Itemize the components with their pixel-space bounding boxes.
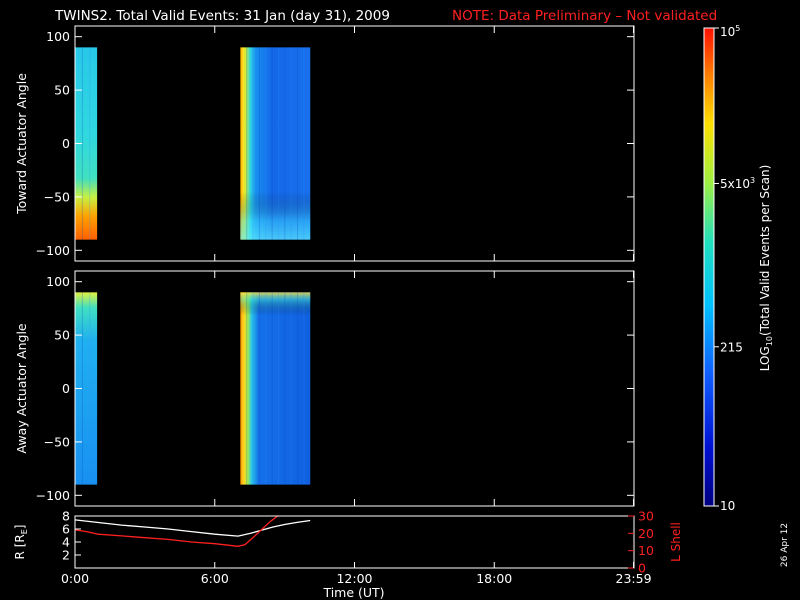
away-ylabel: Away Actuator Angle [14, 323, 29, 454]
ytick-label: 50 [54, 328, 70, 343]
ytick-label: −50 [44, 189, 70, 204]
colorbar: 10 215 5x103 105 LOG10(Total Valid Events p… [703, 24, 774, 513]
ytick-label: 100 [46, 29, 70, 44]
radius-ytick-label: 4 [62, 535, 70, 550]
time-xtick-label: 0:00 [61, 571, 89, 586]
ytick-label: 100 [46, 274, 70, 289]
toward-ylabel: Toward Actuator Angle [14, 73, 29, 215]
ytick-label: 50 [54, 83, 70, 98]
ytick-label: 0 [62, 381, 70, 396]
heatmap-block-overlay [240, 292, 311, 485]
chart-title: TWINS2. Total Valid Events: 31 Jan (day … [54, 8, 390, 24]
time-xtick-label: 18:00 [476, 571, 512, 586]
time-xtick-label: 23:59 [616, 571, 652, 586]
ytick-label: −100 [36, 488, 70, 503]
radius-ytick-label: 8 [62, 509, 70, 524]
colorbar-tick-label: 105 [720, 24, 740, 39]
colorbar-tick-label: 10 [720, 499, 735, 513]
preliminary-note: NOTE: Data Preliminary – Not validated [452, 8, 717, 24]
date-stamp: 26 Apr 12 [780, 523, 790, 567]
lshell-ytick-label: 0 [638, 561, 646, 576]
heatmap-block-overlay [240, 47, 311, 240]
colorbar-gradient [703, 27, 715, 507]
time-xtick-label: 12:00 [336, 571, 372, 586]
time-xlabel: Time (UT) [322, 585, 384, 600]
heatmap-block [75, 47, 98, 240]
lshell-ylabel: L Shell [669, 522, 683, 562]
lshell-ytick-label: 10 [638, 543, 654, 558]
time-xtick-label: 6:00 [201, 571, 229, 586]
lshell-ytick-label: 20 [638, 526, 654, 541]
lshell-ytick-label: 30 [638, 509, 654, 524]
ytick-label: −100 [36, 243, 70, 258]
colorbar-tick-label: 215 [720, 340, 743, 354]
panel-toward-frame [74, 25, 635, 262]
panel-away: −100 −50 0 50 100 Away Actuator Angle [14, 270, 635, 507]
radius-ylabel: R [RE] [13, 525, 29, 560]
radius-ytick-label: 6 [62, 522, 70, 537]
lshell-line [75, 516, 279, 547]
heatmap-block [75, 292, 98, 485]
colorbar-label: LOG10(Total Valid Events per Scan) [758, 165, 774, 372]
colorbar-tick-label: 5x103 [720, 176, 755, 191]
radius-line [75, 519, 311, 537]
panel-away-frame [74, 270, 635, 507]
ytick-label: 0 [62, 136, 70, 151]
radius-ytick-label: 2 [62, 548, 70, 563]
panel-toward: −100 −50 0 50 100 Toward Actuator Angle [14, 25, 635, 262]
ytick-label: −50 [44, 434, 70, 449]
panel-ephemeris-frame [74, 515, 635, 569]
